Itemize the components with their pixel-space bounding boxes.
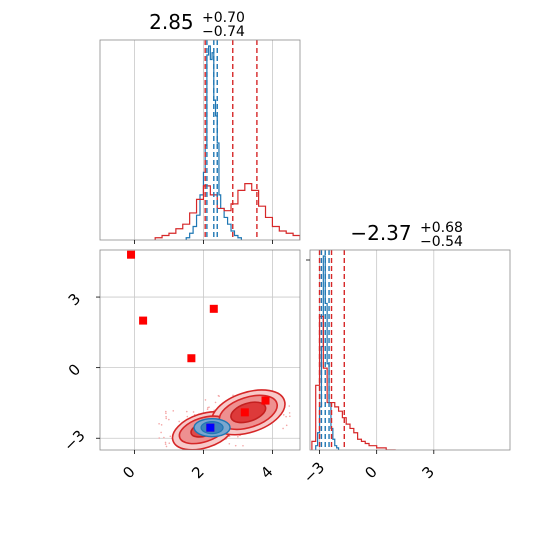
joint-points <box>127 250 270 432</box>
marginal-y-panel: −3 0 3 −2.37 +0.68 −0.54 <box>300 213 511 487</box>
scatter-marker <box>187 354 196 363</box>
marginal-x-hist-blue <box>185 45 242 240</box>
marginal-x-title-minus: −0.74 <box>202 24 245 40</box>
joint-sample-dot <box>217 394 220 397</box>
scatter-marker <box>139 316 148 325</box>
joint-sample-dot <box>282 427 284 430</box>
joint-y-tick-label: −3 <box>60 427 88 455</box>
marginal-y-title-plus: +0.68 <box>420 220 463 236</box>
joint-sample-dot <box>169 435 172 438</box>
marginal-y-hist-red <box>311 315 396 450</box>
joint-sample-dot <box>214 401 217 404</box>
joint-x-tick-label: 0 <box>119 463 138 482</box>
joint-sample-dot <box>192 411 195 413</box>
joint-sample-dot <box>185 410 188 413</box>
marginal-y-quantile-lines <box>318 250 345 450</box>
scatter-marker <box>206 423 215 432</box>
joint-x-tick-label: 2 <box>188 463 207 482</box>
joint-sample-dot <box>242 444 244 447</box>
marginal-y-tick-label: 3 <box>419 463 438 482</box>
joint-sample-dot <box>168 418 170 421</box>
marginal-x-title-value: 2.85 <box>149 10 194 34</box>
marginal-x-ticks <box>134 240 273 244</box>
joint-sample-dot <box>228 442 231 445</box>
marginal-y-title-minus: −0.54 <box>420 234 463 250</box>
joint-y-tick-label: 0 <box>65 360 84 379</box>
joint-sample-dot <box>164 441 167 444</box>
marginal-x-hist-red <box>154 183 300 240</box>
marginal-x-quantile-lines <box>204 40 258 240</box>
joint-frame <box>99 249 301 451</box>
scatter-marker <box>240 408 249 417</box>
joint-sample-dot <box>285 415 287 418</box>
joint-sample-dot <box>165 417 167 420</box>
joint-x-tick-label: 4 <box>257 463 276 482</box>
joint-sample-dot <box>206 408 209 410</box>
marginal-y-tick-label: 0 <box>361 463 380 482</box>
joint-y-tick-label: 3 <box>65 290 84 309</box>
joint-sample-dot <box>237 436 239 438</box>
marginal-y-grid <box>319 250 435 450</box>
marginal-y-frame <box>309 249 511 451</box>
joint-sample-dot <box>160 424 163 426</box>
joint-sample-dot <box>232 394 234 397</box>
joint-sample-dot <box>165 410 167 413</box>
joint-sample-dot <box>234 444 237 447</box>
joint-sample-dot <box>165 412 167 415</box>
scatter-marker <box>209 304 218 313</box>
joint-ticks: 0 2 4 −3 0 3 <box>60 290 276 482</box>
joint-sample-dot <box>282 414 285 416</box>
joint-sample-dot <box>168 442 171 444</box>
marginal-y-title: −2.37 +0.68 −0.54 <box>350 213 469 250</box>
marginal-x-grid <box>134 40 273 240</box>
joint-sample-dot <box>165 445 168 448</box>
scatter-marker <box>127 250 136 259</box>
scatter-marker <box>261 396 270 405</box>
joint-sample-dot <box>158 422 160 425</box>
joint-sample-dot <box>204 399 207 401</box>
joint-sample-dot <box>285 424 288 427</box>
joint-sample-dot <box>207 406 209 409</box>
joint-sample-dot <box>164 443 167 445</box>
joint-sample-dot <box>289 415 291 418</box>
joint-sample-dot <box>158 437 161 439</box>
marginal-y-title-value: −2.37 <box>350 221 411 245</box>
joint-sample-dot <box>172 410 175 412</box>
marginal-x-panel: 2.85 +0.70 −0.74 <box>99 3 301 244</box>
marginal-x-title-plus: +0.70 <box>202 10 245 26</box>
joint-sample-dot <box>288 405 291 407</box>
marginal-x-title: 2.85 +0.70 −0.74 <box>149 3 251 40</box>
joint-sample-dot <box>163 436 165 439</box>
joint-panel: 0 2 4 −3 0 3 <box>60 249 301 482</box>
marginal-y-tick-label: −3 <box>300 458 328 486</box>
joint-sample-dot <box>165 415 167 418</box>
marginal-y-ticks: −3 0 3 <box>300 259 438 487</box>
marginal-x-frame <box>99 39 301 241</box>
joint-sample-dot <box>186 415 189 418</box>
joint-sample-dot <box>178 420 180 423</box>
joint-sample-dot <box>288 412 291 414</box>
joint-sample-dot <box>160 431 162 434</box>
